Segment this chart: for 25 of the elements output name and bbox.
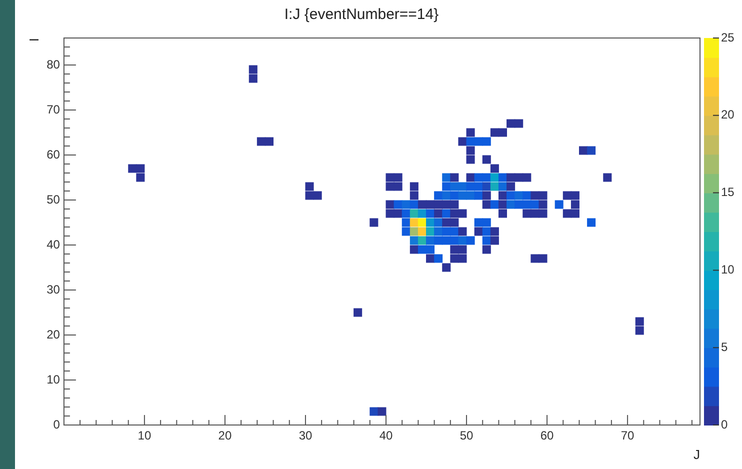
- x-tick-label: 10: [138, 428, 152, 443]
- x-tick-label: 70: [620, 428, 635, 443]
- color-bar-label: 20: [721, 108, 735, 122]
- y-tick-label: 30: [46, 282, 60, 296]
- y-tick-label: 70: [46, 102, 60, 116]
- y-tick-label: 40: [46, 237, 60, 252]
- x-tick-label: 30: [298, 428, 312, 443]
- x-tick-label: 20: [218, 428, 232, 443]
- y-tick-label: 20: [46, 327, 60, 342]
- color-bar-label: 0: [721, 417, 728, 432]
- color-bar-label: 10: [721, 262, 735, 277]
- chart-title: I:J {eventNumber==14}: [284, 6, 439, 24]
- x-tick-label: 60: [540, 428, 554, 443]
- y-axis-title: I: [26, 38, 42, 42]
- x-axis-title: J: [694, 446, 700, 462]
- y-tick-label: 80: [46, 57, 60, 72]
- y-tick-label: 60: [46, 147, 60, 162]
- y-tick-label: 0: [53, 417, 60, 432]
- x-tick-label: 50: [460, 428, 474, 443]
- color-bar-label: 15: [721, 185, 735, 200]
- y-tick-label: 10: [46, 372, 60, 386]
- color-bar-label: 25: [721, 30, 735, 44]
- y-tick-label: 50: [46, 192, 60, 206]
- color-bar-label: 5: [721, 340, 728, 354]
- x-tick-label: 40: [379, 428, 393, 443]
